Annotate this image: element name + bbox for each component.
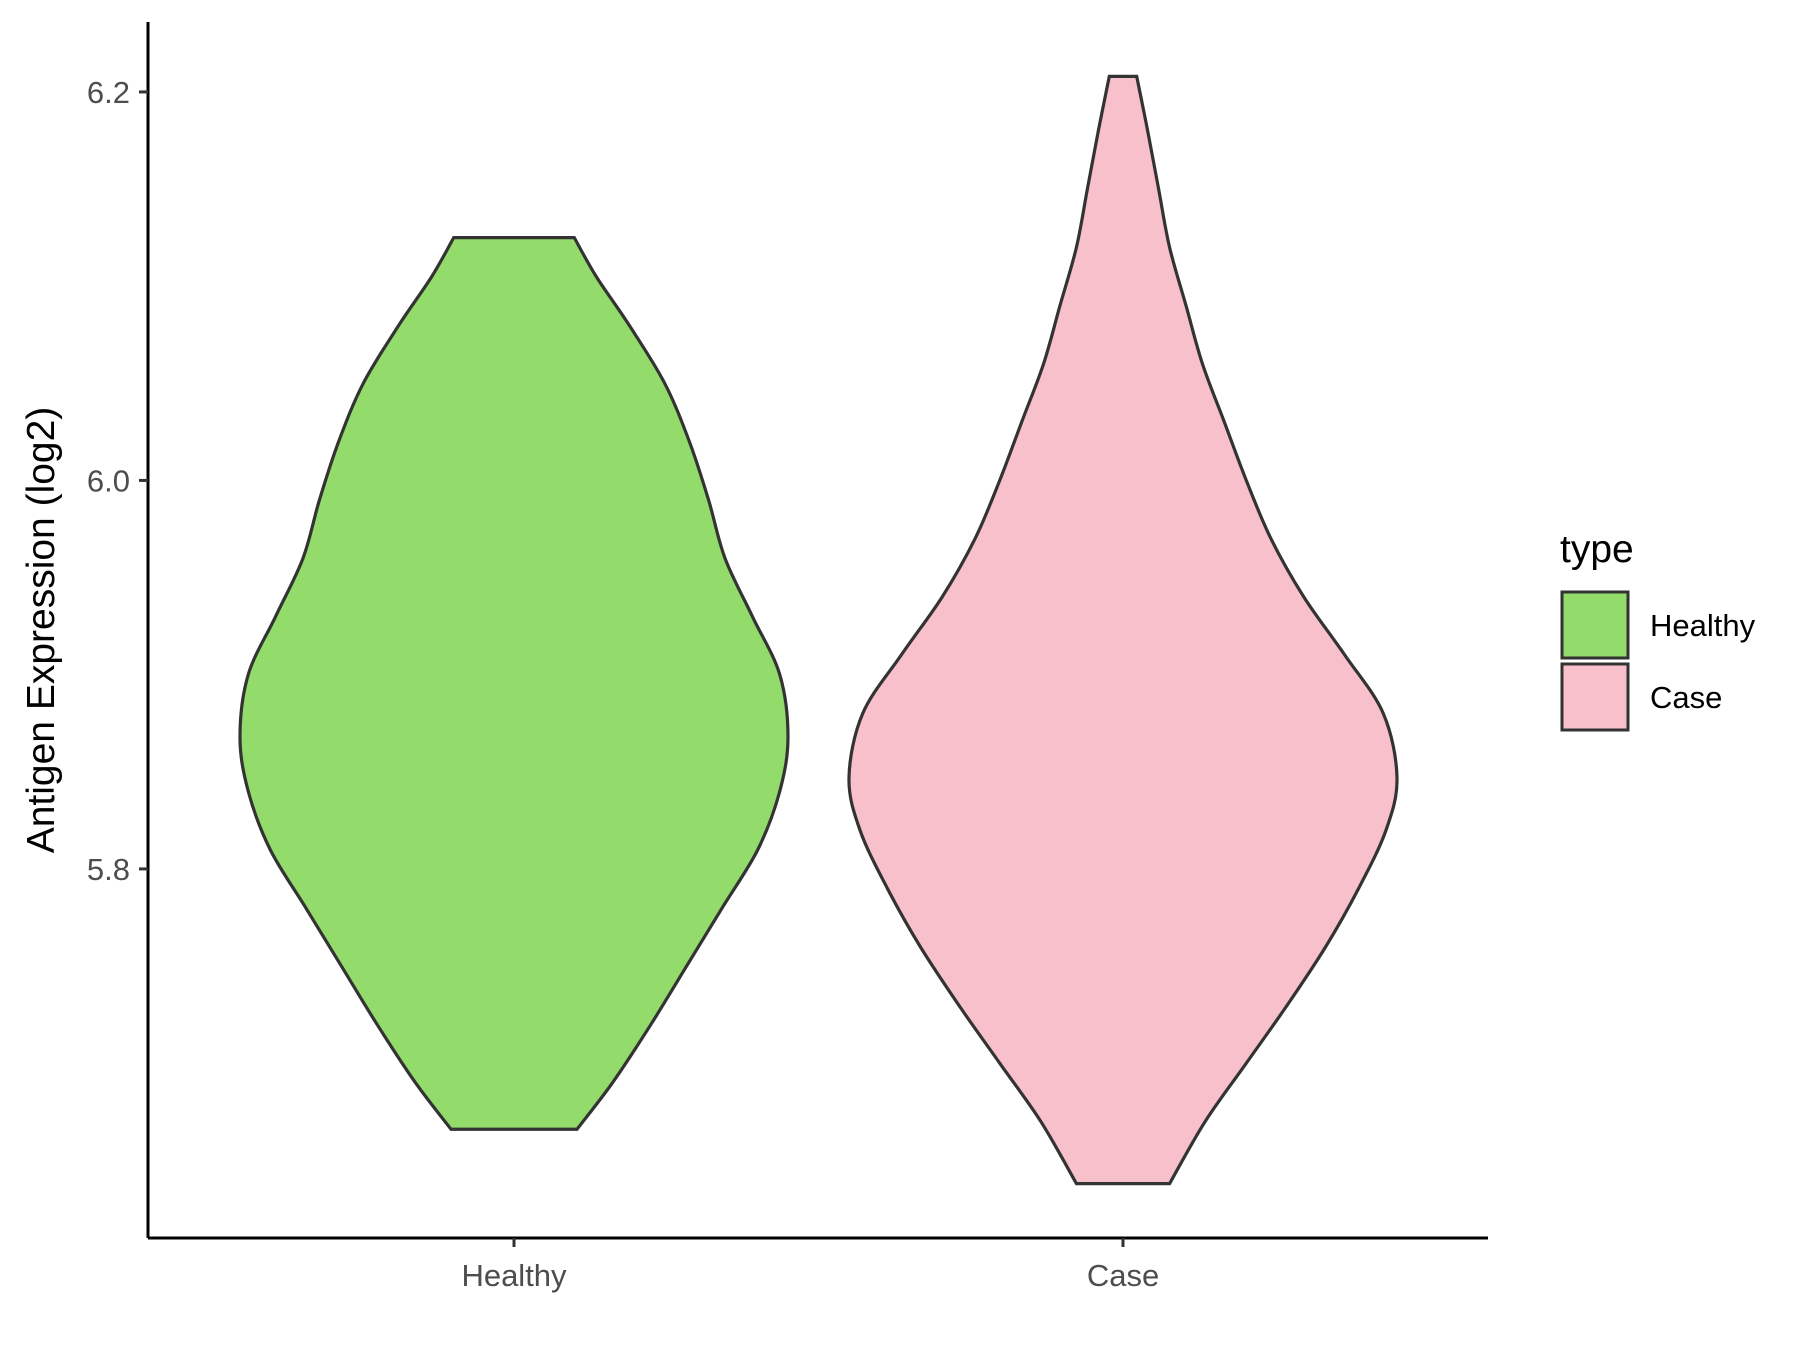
- x-tick-label: Case: [1087, 1258, 1159, 1293]
- x-axis-ticks: Healthy Case: [461, 1238, 1159, 1293]
- legend-swatch-case: [1560, 662, 1630, 732]
- legend-swatch-healthy: [1560, 590, 1630, 660]
- violin-layer: [238, 74, 1399, 1186]
- legend: type Healthy Case: [1560, 528, 1756, 732]
- y-axis-ticks: 5.8 6.0 6.2: [87, 75, 148, 887]
- y-tick-label: 5.8: [87, 852, 130, 887]
- legend-label-healthy: Healthy: [1650, 608, 1756, 643]
- y-tick-label: 6.2: [87, 75, 130, 110]
- y-tick-label: 6.0: [87, 463, 130, 498]
- x-tick-label: Healthy: [461, 1258, 567, 1293]
- legend-label-case: Case: [1650, 680, 1722, 715]
- violin-healthy: [238, 236, 790, 1131]
- violin-case: [847, 74, 1399, 1186]
- legend-title: type: [1560, 528, 1634, 571]
- y-axis-title: Antigen Expression (log2): [20, 407, 63, 854]
